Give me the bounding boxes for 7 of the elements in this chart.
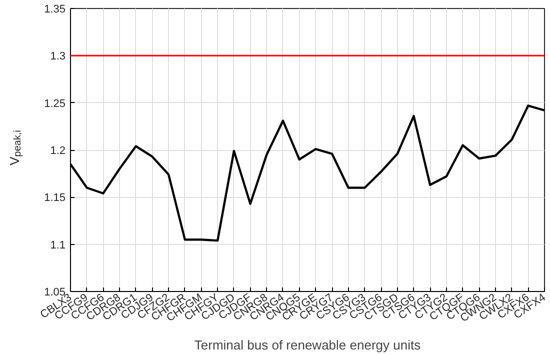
y-tick-label: 1.3 [50, 50, 66, 63]
y-tick-label: 1.35 [44, 4, 66, 16]
y-tick-label: 1.1 [50, 239, 66, 252]
x-axis-title: Terminal bus of renewable energy units [194, 338, 422, 353]
y-tick-label: 1.25 [44, 98, 66, 110]
y-tick-label: 1.15 [44, 192, 66, 204]
y-tick-label: 1.2 [50, 145, 66, 157]
